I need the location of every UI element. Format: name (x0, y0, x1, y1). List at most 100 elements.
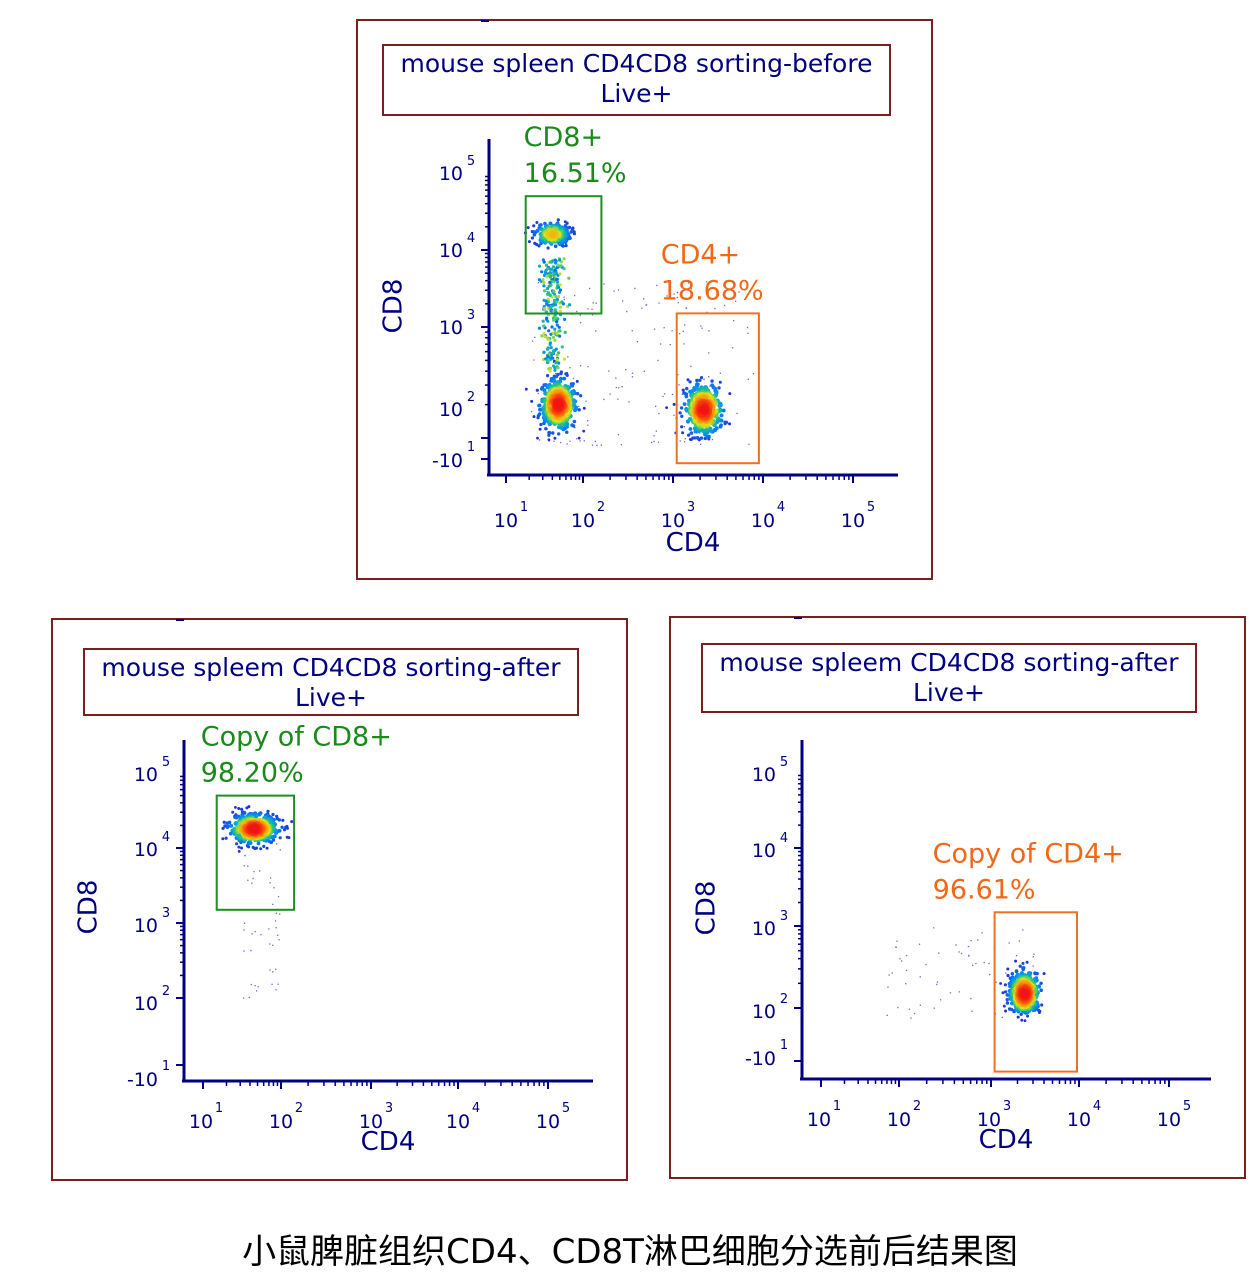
background-event (596, 444, 598, 446)
x-tick-exponent: 2 (295, 1101, 303, 1116)
event-dot (999, 982, 1002, 985)
event-dot (543, 335, 547, 339)
background-event (975, 962, 977, 965)
background-event (579, 314, 581, 316)
background-event (277, 934, 279, 936)
background-event (1008, 942, 1010, 944)
event-dot (577, 408, 581, 412)
event-dot (554, 361, 558, 365)
event-dot (570, 423, 574, 427)
event-dot (564, 244, 568, 248)
event-dot (548, 369, 552, 373)
x-tick-label: 10 (536, 1111, 560, 1133)
event-dot (554, 261, 558, 265)
event-dot (226, 824, 230, 828)
event-dot (234, 815, 239, 820)
background-event (938, 952, 940, 954)
background-event (269, 882, 271, 884)
background-event (252, 877, 254, 880)
event-dot (542, 388, 547, 393)
event-dot (556, 218, 560, 222)
background-event (617, 398, 619, 400)
y-tick-label: 10 (439, 317, 463, 339)
event-dot (546, 374, 550, 378)
event-dot (554, 400, 563, 409)
background-event (533, 359, 535, 361)
background-event (617, 434, 620, 436)
x-tick-exponent: 1 (833, 1099, 841, 1114)
event-dot (1014, 959, 1018, 963)
background-event (279, 849, 281, 851)
background-event (1018, 940, 1020, 942)
y-tick-exponent: 3 (780, 909, 788, 924)
event-dot (723, 420, 727, 424)
event-dot (234, 806, 237, 809)
background-event (617, 289, 620, 291)
y-tick-label: 10 (134, 839, 158, 861)
event-dot (552, 273, 556, 277)
background-event (555, 372, 557, 375)
event-dot (549, 332, 553, 336)
gate: Copy of CD4+ 96.61% (933, 838, 1124, 1073)
event-dot (551, 356, 555, 360)
y-tick-exponent: 2 (780, 992, 788, 1007)
background-event (585, 400, 587, 402)
background-event (905, 954, 908, 957)
background-event (653, 328, 656, 330)
background-event (936, 981, 939, 983)
event-dot (1023, 1019, 1027, 1022)
background-event (933, 927, 935, 929)
background-event (603, 283, 605, 285)
background-event (251, 882, 253, 884)
event-dot (542, 298, 546, 302)
gate-rectangle (993, 911, 1079, 1073)
event-dot (728, 392, 732, 396)
background-event (983, 961, 985, 964)
plot-panel-after-cd8: mouse spleem CD4CD8 sorting-after Live+ … (51, 618, 628, 1181)
event-dot (543, 289, 547, 293)
event-dot (558, 272, 562, 276)
event-dot (577, 436, 581, 440)
event-dot (259, 847, 263, 851)
background-event (580, 365, 582, 367)
background-event (685, 307, 688, 309)
background-event (673, 414, 675, 416)
event-dot (545, 287, 550, 291)
background-event (967, 945, 970, 948)
y-tick-exponent: 3 (467, 308, 475, 323)
event-dot (265, 846, 269, 850)
event-dot (546, 336, 550, 340)
event-dot (553, 327, 557, 331)
event-dot (527, 240, 531, 244)
background-events (242, 843, 281, 999)
plot-title-box: mouse spleem CD4CD8 sorting-after Live+ (83, 648, 579, 716)
event-dot (557, 361, 561, 365)
background-event (918, 943, 921, 945)
background-event (1032, 965, 1034, 967)
event-dot (555, 277, 559, 282)
event-dot (553, 436, 557, 440)
background-event (276, 843, 278, 845)
background-event (244, 855, 246, 857)
event-dot (686, 378, 690, 382)
background-event (955, 944, 957, 946)
event-dot (540, 270, 544, 274)
event-dot (546, 319, 550, 323)
background-event (615, 377, 617, 379)
event-dot (567, 276, 571, 280)
background-event (260, 934, 262, 936)
background-event (247, 865, 249, 867)
background-event (968, 954, 970, 956)
event-dot (558, 283, 562, 287)
background-event (662, 395, 664, 398)
background-event (663, 327, 665, 329)
background-event (591, 444, 594, 446)
y-tick-exponent: 1 (162, 1059, 170, 1074)
event-dot (679, 406, 684, 410)
background-event (888, 974, 890, 976)
event-dot (222, 820, 226, 824)
background-event (257, 986, 259, 988)
event-dot (681, 431, 685, 435)
event-dot (546, 273, 550, 277)
